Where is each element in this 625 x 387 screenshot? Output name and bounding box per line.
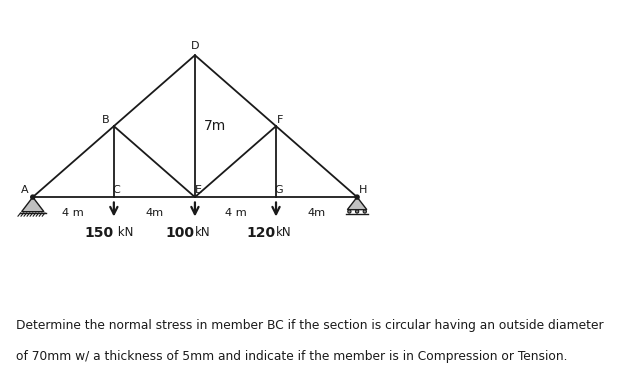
- Text: 150: 150: [85, 226, 114, 240]
- Circle shape: [355, 195, 359, 199]
- Circle shape: [356, 210, 359, 213]
- Text: 100: 100: [166, 226, 195, 240]
- Text: B: B: [102, 115, 109, 125]
- Text: Determine the normal stress in member BC if the section is circular having an ou: Determine the normal stress in member BC…: [16, 319, 603, 332]
- Text: D: D: [191, 41, 199, 51]
- Polygon shape: [348, 197, 367, 210]
- Text: H: H: [359, 185, 367, 195]
- Text: 4m: 4m: [146, 208, 164, 218]
- Text: kN: kN: [114, 226, 133, 240]
- Circle shape: [31, 195, 35, 199]
- Text: E: E: [195, 185, 202, 195]
- Text: A: A: [21, 185, 29, 195]
- Polygon shape: [22, 197, 44, 212]
- Text: 4 m: 4 m: [62, 208, 84, 218]
- Text: kN: kN: [195, 226, 211, 240]
- Text: kN: kN: [276, 226, 292, 240]
- Circle shape: [348, 210, 351, 213]
- Text: G: G: [274, 185, 282, 195]
- Circle shape: [363, 210, 366, 213]
- Text: 120: 120: [247, 226, 276, 240]
- Text: of 70mm w/ a thickness of 5mm and indicate if the member is in Compression or Te: of 70mm w/ a thickness of 5mm and indica…: [16, 350, 567, 363]
- Text: F: F: [276, 115, 283, 125]
- Text: 4 m: 4 m: [224, 208, 246, 218]
- Text: 4m: 4m: [308, 208, 326, 218]
- Text: C: C: [112, 185, 120, 195]
- Text: 7m: 7m: [204, 119, 226, 133]
